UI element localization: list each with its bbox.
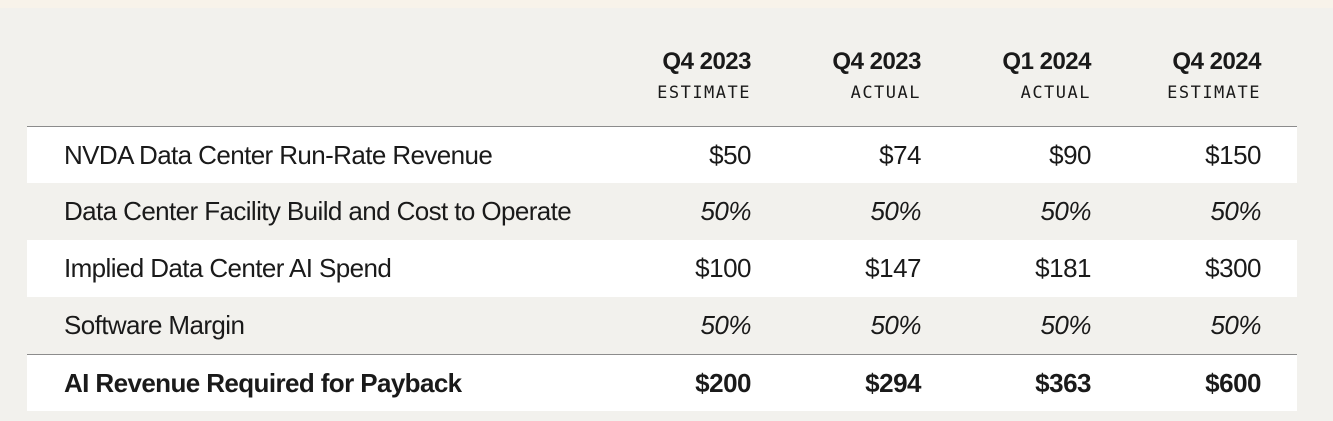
table-row: NVDA Data Center Run-Rate Revenue $50 $7… [27,127,1297,183]
table-cell: $90 [1049,140,1091,170]
column-period: Q4 2023 [662,48,751,75]
table-cell: $74 [879,140,921,170]
table-cell: $300 [1205,253,1261,283]
total-divider [27,354,1297,355]
table-cell: 50% [870,196,921,226]
row-label: NVDA Data Center Run-Rate Revenue [64,140,493,170]
table-cell: $181 [1035,253,1091,283]
table-row: Software Margin 50% 50% 50% 50% [27,297,1297,354]
column-header-3: Q1 2024 ACTUAL [921,48,1091,104]
row-label: AI Revenue Required for Payback [64,368,462,398]
table-cell: $50 [709,140,751,170]
table-cell: $100 [695,253,751,283]
row-label: Implied Data Center AI Spend [64,253,392,283]
column-kind: ESTIMATE [657,83,751,103]
table-cell: 50% [1040,196,1091,226]
row-label: Data Center Facility Build and Cost to O… [64,196,572,226]
table-cell: 50% [1040,310,1091,340]
table-row-total: AI Revenue Required for Payback $200 $29… [27,355,1297,411]
column-period: Q4 2024 [1172,48,1261,75]
row-label: Software Margin [64,310,245,340]
table-cell: $363 [1035,368,1091,398]
column-period: Q1 2024 [1002,48,1091,75]
table-cell: $600 [1205,368,1261,398]
column-kind: ACTUAL [1020,83,1091,103]
table-cell: 50% [1210,310,1261,340]
column-kind: ACTUAL [850,83,921,103]
top-strip [0,0,1333,8]
table-cell: 50% [1210,196,1261,226]
column-header-1: Q4 2023 ESTIMATE [581,48,751,104]
payback-table: Q4 2023 ESTIMATE Q4 2023 ACTUAL Q1 2024 … [27,0,1297,411]
table-row: Implied Data Center AI Spend $100 $147 $… [27,240,1297,297]
header-divider [27,126,1297,127]
table-cell: 50% [870,310,921,340]
column-header-4: Q4 2024 ESTIMATE [1091,48,1261,104]
table-cell: $200 [695,368,751,398]
table-cell: 50% [700,310,751,340]
column-kind: ESTIMATE [1167,83,1261,103]
table-cell: $294 [865,368,921,398]
table-cell: 50% [700,196,751,226]
table-header: Q4 2023 ESTIMATE Q4 2023 ACTUAL Q1 2024 … [27,0,1297,126]
column-header-2: Q4 2023 ACTUAL [751,48,921,104]
table-cell: $147 [865,253,921,283]
table-row: Data Center Facility Build and Cost to O… [27,183,1297,240]
table-cell: $150 [1205,140,1261,170]
column-period: Q4 2023 [832,48,921,75]
